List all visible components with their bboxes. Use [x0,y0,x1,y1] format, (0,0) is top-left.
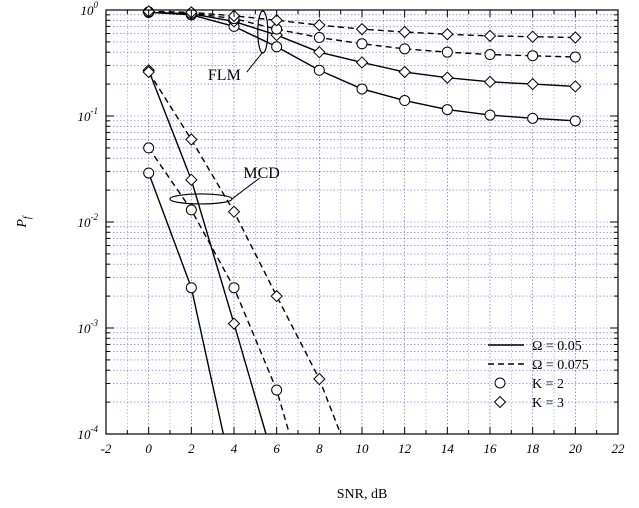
y-axis-label: Pf [15,215,33,229]
data-point-circle [271,41,283,53]
mcd-leader-line [231,177,260,200]
x-tick-label: 20 [569,441,583,456]
annotation-layer: FLM MCD [169,10,280,205]
data-point-diamond [441,28,454,41]
mcd-group-ellipse [169,193,233,205]
x-tick-label: 0 [145,441,152,456]
data-point-circle [143,142,155,154]
x-axis-label: SNR, dB [337,487,388,502]
data-point-diamond [569,31,582,44]
flm-group-ellipse [257,10,269,54]
series-line [148,71,342,435]
data-point-circle [484,49,496,61]
series-line [148,172,225,435]
data-point-circle [441,46,453,58]
data-point-circle [484,109,496,121]
y-tick-label: 10-4 [78,424,99,442]
data-point-circle [441,104,453,116]
data-point-diamond [270,289,283,303]
data-point-diamond [185,173,198,187]
data-point-diamond [355,22,369,36]
y-tick-label: 10-1 [78,106,99,124]
data-point-circle [356,38,368,50]
data-point-diamond [493,395,507,409]
data-point-diamond [227,317,241,330]
x-tick-label: 2 [188,441,195,456]
data-point-circle [143,167,155,179]
data-point-circle [527,50,539,62]
x-tick-label: 8 [316,441,323,456]
data-point-circle [399,95,411,107]
y-axis-label-sub: f [22,215,33,219]
series-layer [142,5,582,435]
y-tick-label: 100 [81,0,99,18]
data-point-circle [185,204,197,216]
data-point-diamond [185,133,198,146]
series-line [148,70,267,435]
legend-item-4: K = 3 [493,395,564,411]
data-point-diamond [227,205,241,218]
x-tick-label: 18 [526,441,540,456]
legend-item-3: K = 2 [494,377,564,392]
data-point-diamond [313,45,326,59]
data-point-circle [569,51,581,63]
x-tick-label: 16 [484,441,498,456]
mcd-annotation: MCD [243,165,279,182]
legend-label: K = 3 [532,396,564,411]
data-point-diamond [142,65,155,79]
x-tick-label: 6 [273,441,280,456]
data-point-diamond [270,14,283,27]
series-flm-3 [143,6,581,63]
data-point-diamond [526,30,539,43]
legend-label: K = 2 [532,377,564,392]
data-point-diamond [526,77,539,91]
x-tick-label: 4 [231,441,238,456]
data-point-diamond [441,71,454,84]
data-point-circle [399,43,411,55]
legend-label: Ω = 0.05 [532,339,582,354]
data-point-circle [527,112,539,124]
legend: Ω = 0.05 Ω = 0.075 K = 2 K = 3 [488,339,589,411]
data-point-diamond [313,372,326,386]
legend-label: Ω = 0.075 [532,358,589,373]
x-tick-label: 14 [441,441,455,456]
data-point-diamond [569,80,582,93]
x-tick-label: 10 [356,441,370,456]
x-tick-label: 12 [398,441,412,456]
y-tick-label: 10-2 [78,212,99,230]
x-tick-label: 22 [612,441,626,456]
data-point-circle [313,32,325,44]
y-axis-label-main: P [15,219,30,229]
data-point-circle [494,377,506,389]
legend-item-1: Ω = 0.05 [488,339,582,354]
x-tick-label: -2 [101,441,112,456]
legend-item-2: Ω = 0.075 [488,358,589,373]
series-line [148,11,576,58]
data-point-diamond [483,75,497,89]
data-point-circle [313,64,325,76]
data-point-circle [271,384,283,396]
series-mcd-7 [143,142,291,435]
series-mcd-6 [142,64,267,435]
tick-labels: -2 0 2 4 6 8 10 12 14 16 18 20 22 100 10-1 10-2 10-3 10-4 [78,0,626,456]
axis-ticks [105,9,619,435]
data-point-diamond [398,65,411,79]
y-tick-label: 10-3 [78,318,99,336]
flm-annotation: FLM [208,67,241,84]
data-point-circle [185,282,197,294]
series-mcd-8 [142,65,342,435]
data-point-diamond [313,18,326,32]
flm-leader-line [246,51,264,73]
data-point-diamond [355,56,369,69]
data-point-diamond [398,25,411,39]
series-mcd-5 [143,167,225,435]
data-point-circle [569,115,581,127]
data-point-diamond [483,29,497,43]
data-point-circle [356,83,368,95]
data-point-circle [228,282,240,294]
